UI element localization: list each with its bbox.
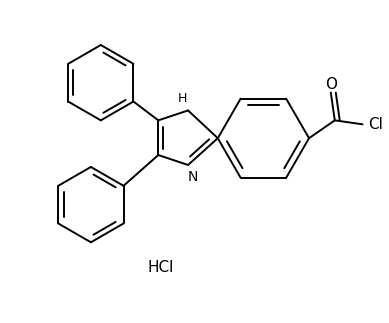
Text: N: N <box>188 170 198 184</box>
Text: H: H <box>177 92 187 105</box>
Text: Cl: Cl <box>368 117 383 132</box>
Text: O: O <box>325 77 337 92</box>
Text: HCl: HCl <box>147 260 173 275</box>
